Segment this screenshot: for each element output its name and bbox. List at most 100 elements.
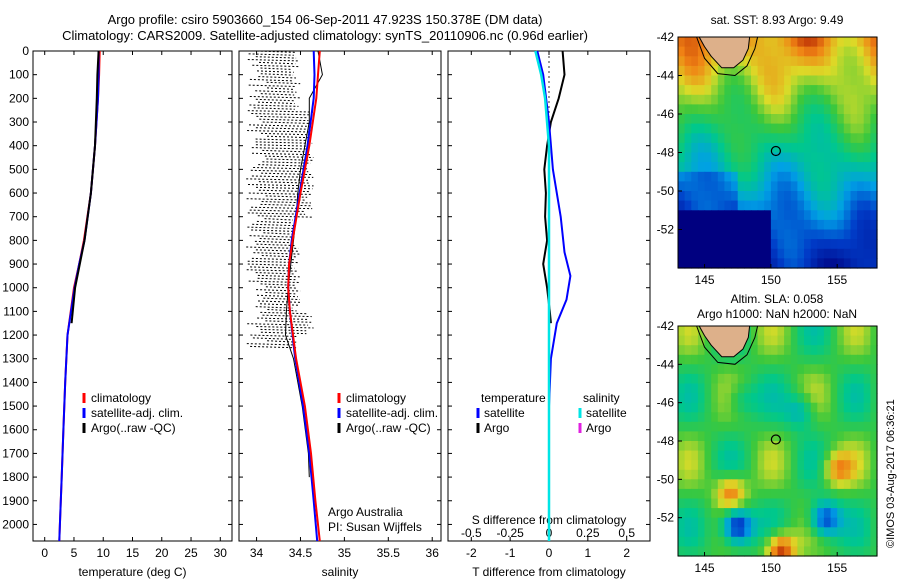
- map-cell: [770, 431, 779, 442]
- map-cell: [850, 441, 858, 452]
- map-cell: [691, 383, 699, 394]
- map-cell: [863, 65, 871, 77]
- map-cell: [790, 37, 798, 48]
- argo-raw-sample: [257, 317, 309, 320]
- map-cell: [790, 46, 798, 57]
- map-cell: [711, 142, 719, 154]
- map-cell: [837, 133, 845, 144]
- map-cell: [837, 258, 845, 269]
- map-cell: [744, 402, 752, 413]
- map-cell: [684, 546, 692, 557]
- map-cell: [737, 85, 745, 96]
- map-cell: [697, 354, 706, 365]
- map-cell: [857, 460, 865, 471]
- map-cell: [817, 364, 825, 375]
- map-cell: [731, 171, 739, 182]
- map-cell: [777, 191, 785, 202]
- map-cell: [757, 364, 765, 375]
- map-cell: [757, 383, 765, 394]
- map-cell: [850, 412, 858, 423]
- map-cell: [724, 527, 732, 538]
- map-cell: [684, 469, 692, 480]
- map-cell: [757, 56, 765, 67]
- map-cell: [770, 114, 779, 125]
- map-cell: [817, 508, 825, 519]
- map-cell: [757, 421, 765, 432]
- map-cell: [704, 469, 712, 480]
- x-tick-label: 35.5: [377, 546, 401, 560]
- map-cell: [857, 450, 865, 461]
- map-cell: [678, 488, 686, 500]
- map-cell: [863, 527, 871, 538]
- map-cell: [704, 460, 712, 471]
- map-cell: [870, 37, 878, 48]
- map-cell: [704, 402, 712, 413]
- map-cell: [678, 335, 686, 346]
- map-cell: [744, 142, 752, 154]
- map-cell: [870, 546, 878, 557]
- map-cell: [757, 94, 765, 105]
- argo-raw-sample: [262, 314, 312, 318]
- x-tick-label: 30: [214, 546, 228, 560]
- map-cell: [790, 133, 798, 144]
- map-cell: [823, 85, 832, 96]
- map-cell: [823, 171, 832, 182]
- map-cell: [790, 258, 798, 269]
- map-cell: [804, 229, 812, 240]
- map-cell: [823, 421, 832, 432]
- map-cell: [717, 65, 725, 77]
- map-cell: [678, 123, 686, 134]
- map-cell: [870, 248, 878, 259]
- map-cell: [810, 210, 818, 221]
- map-cell: [737, 229, 745, 240]
- depth-contour: [696, 325, 759, 365]
- top-tick-label: -0.25: [496, 526, 524, 540]
- map-cell: [790, 114, 798, 125]
- map-cell: [830, 258, 838, 269]
- map-cell: [731, 412, 739, 423]
- map-cell: [751, 75, 759, 86]
- map-cell: [863, 517, 871, 528]
- map-cell: [790, 421, 798, 432]
- map-cell: [717, 373, 725, 385]
- map-cell: [717, 123, 725, 134]
- map-cell: [817, 393, 825, 404]
- map-cell: [830, 65, 838, 77]
- map-cell: [843, 364, 851, 375]
- map-cell: [770, 441, 779, 452]
- map-cell: [678, 152, 686, 163]
- map-cell: [757, 335, 765, 346]
- map-cell: [731, 373, 739, 385]
- map-cell: [764, 123, 772, 134]
- argo-raw-sample: [248, 192, 312, 195]
- map-cell: [863, 508, 871, 519]
- map-cell: [757, 412, 765, 423]
- map-cell: [857, 94, 865, 105]
- map-cell: [678, 56, 686, 67]
- map-cell: [804, 421, 812, 432]
- map-cell: [764, 373, 772, 385]
- map-cell: [724, 200, 732, 211]
- map-cell: [870, 431, 878, 442]
- map-cell: [731, 65, 739, 77]
- map-cell: [691, 345, 699, 356]
- map-cell: [717, 133, 725, 144]
- x-tick-label: 10: [97, 546, 111, 560]
- map-cell: [823, 488, 832, 500]
- map-cell: [784, 123, 792, 134]
- map-cell: [691, 517, 699, 528]
- map-cell: [784, 527, 792, 538]
- map-cell: [777, 383, 785, 394]
- top-tick-label: -0.5: [461, 526, 482, 540]
- map-cell: [751, 258, 759, 269]
- map-cell: [810, 191, 818, 202]
- map-cell: [790, 171, 798, 182]
- map-cell: [757, 219, 765, 231]
- map-cell: [837, 200, 845, 211]
- legend-label: Argo: [586, 421, 612, 435]
- map-cell: [691, 171, 699, 182]
- map-cell: [751, 335, 759, 346]
- map-cell: [717, 142, 725, 154]
- map-cell: [724, 248, 732, 259]
- map-cell: [817, 383, 825, 394]
